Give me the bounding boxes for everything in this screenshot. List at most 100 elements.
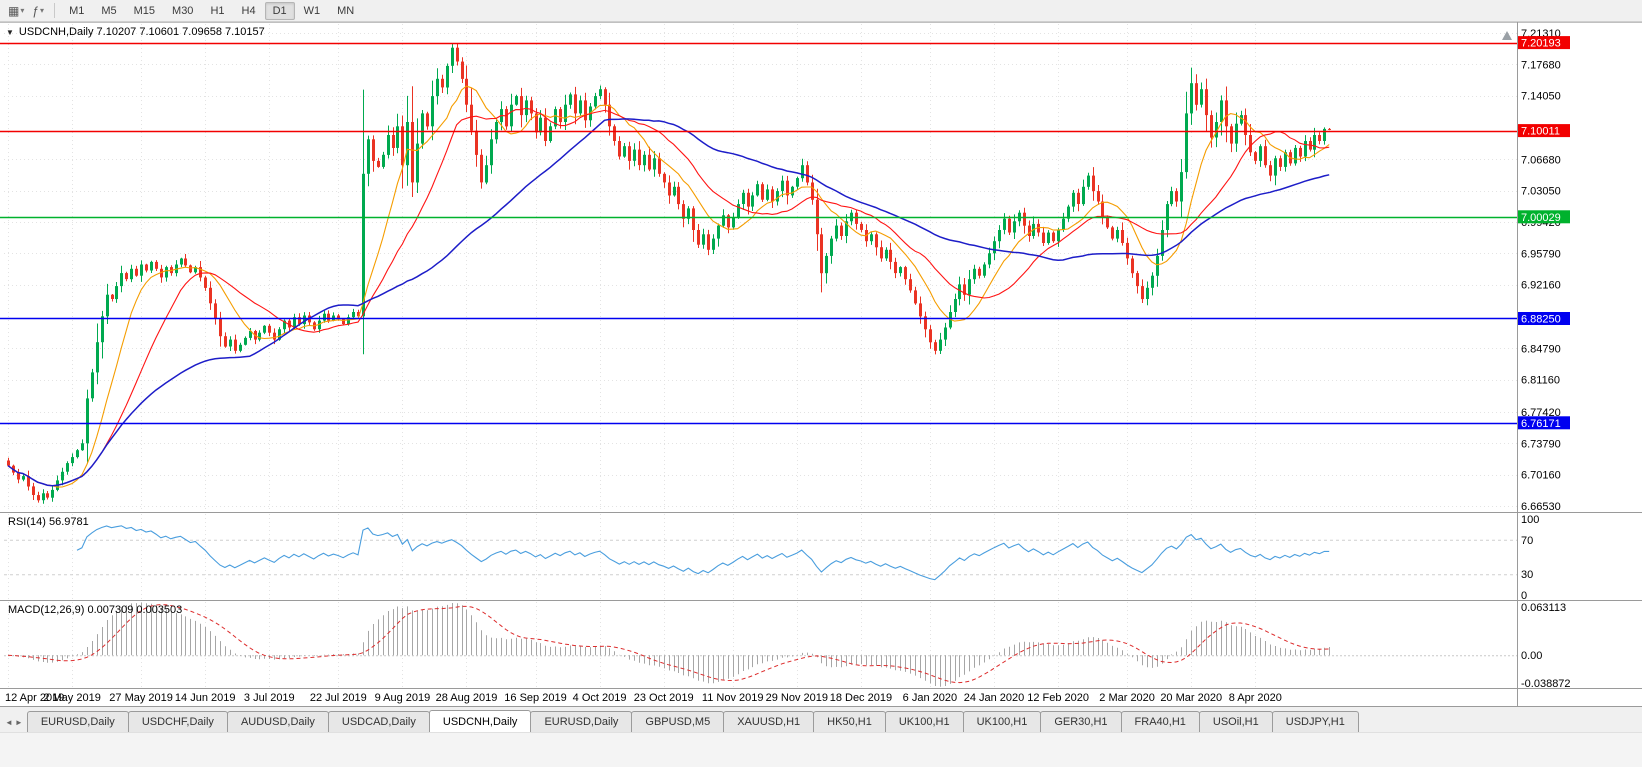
timeframe-button-mn[interactable]: MN — [337, 4, 355, 17]
date-tick-label: 23 Oct 2019 — [634, 692, 694, 704]
tab-scroll-group: ◄ ► — [5, 718, 23, 727]
date-tick-label: 24 Jan 2020 — [964, 692, 1025, 704]
chart-tab-uk100-h1[interactable]: UK100,H1 — [884, 711, 964, 732]
chart-type-icon: ▦ — [8, 3, 20, 18]
tab-scroll-left-icon[interactable]: ◄ — [5, 718, 13, 727]
hline-price-badge-label: 7.00029 — [1521, 212, 1561, 224]
price-tick-label: 6.70160 — [1521, 470, 1561, 482]
date-tick-label: 2 Mar 2020 — [1099, 692, 1155, 704]
chart-tab-fra40-h1[interactable]: FRA40,H1 — [1120, 711, 1200, 732]
timeframe-button-m30[interactable]: M30 — [172, 4, 194, 17]
macd-indicator-label: MACD(12,26,9) 0.007309 0.003503 — [8, 604, 183, 616]
chart-tab-usdjpy-h1[interactable]: USDJPY,H1 — [1271, 711, 1359, 732]
chart-tab-uk100-h1[interactable]: UK100,H1 — [962, 711, 1042, 732]
date-tick-label: 12 Feb 2020 — [1027, 692, 1089, 704]
date-tick-label: 27 May 2019 — [109, 692, 173, 704]
chart-ohlc-header: ▼ USDCNH,Daily 7.10207 7.10601 7.09658 7… — [6, 26, 265, 38]
chart-tab-eurusd-daily[interactable]: EURUSD,Daily — [530, 711, 633, 732]
macd-scale-label: 0.00 — [1521, 650, 1542, 662]
hline-price-badge — [1518, 416, 1570, 430]
hline-price-badge-label: 6.88250 — [1521, 314, 1561, 326]
chart-window: ▼ USDCNH,Daily 7.10207 7.10601 7.09658 7… — [0, 22, 1642, 706]
date-tick-label: 2 May 2019 — [43, 692, 100, 704]
chart-tab-ger30-h1[interactable]: GER30,H1 — [1040, 711, 1122, 732]
rsi-scale-label: 0 — [1521, 590, 1527, 602]
rsi-scale-label: 70 — [1521, 535, 1533, 547]
price-tick-label: 7.03050 — [1521, 186, 1561, 198]
timeframe-button-m5[interactable]: M5 — [101, 4, 117, 17]
collapse-icon[interactable]: ▼ — [6, 27, 14, 37]
price-tick-label: 6.92160 — [1521, 280, 1561, 292]
hline-price-badge — [1518, 210, 1570, 224]
macd-scale-label: 0.063113 — [1521, 602, 1566, 614]
price-tick-label: 6.81160 — [1521, 375, 1560, 387]
hline-price-badge — [1518, 312, 1570, 325]
ma-mid-line — [7, 107, 1330, 487]
date-tick-label: 9 Aug 2019 — [375, 692, 431, 704]
rsi-scale-label: 30 — [1521, 569, 1533, 581]
chart-shift-marker[interactable] — [1502, 31, 1512, 40]
timeframe-button-d1[interactable]: D1 — [264, 1, 295, 20]
chart-tabs: EURUSD,Daily USDCHF,Daily AUDUSD,Daily USDC… — [26, 710, 1359, 732]
date-tick-label: 16 Sep 2019 — [504, 692, 566, 704]
price-tick-label: 6.84790 — [1521, 343, 1561, 355]
price-tick-label: 6.77420 — [1521, 407, 1561, 419]
price-tick-label: 6.73790 — [1521, 438, 1561, 450]
chart-tab-usdchf-daily[interactable]: USDCHF,Daily — [127, 711, 228, 732]
rsi-scale-label: 100 — [1521, 514, 1539, 526]
toolbar: ▦ ▾ ƒ ▾ M1 M5 M15 M30 H1 H4 D1 W1 MN — [0, 0, 1642, 22]
chevron-down-icon: ▾ — [40, 6, 45, 15]
date-tick-label: 20 Mar 2020 — [1160, 692, 1222, 704]
timeframe-button-m1[interactable]: M1 — [69, 4, 85, 17]
rsi-line — [76, 525, 1330, 581]
ma-fast-line — [7, 85, 1330, 488]
rsi-indicator-label: RSI(14) 56.9781 — [8, 516, 89, 528]
price-tick-label: 7.14050 — [1521, 91, 1561, 103]
hline-price-badge-label: 6.76171 — [1521, 418, 1561, 430]
date-tick-label: 12 Apr 2019 — [5, 692, 64, 704]
timeframe-button-m15[interactable]: M15 — [133, 4, 156, 17]
date-tick-label: 22 Jul 2019 — [310, 692, 367, 704]
price-tick-label: 6.95790 — [1521, 248, 1561, 260]
chart-tab-hk50-h1[interactable]: HK50,H1 — [813, 711, 886, 732]
chevron-down-icon: ▾ — [20, 6, 25, 15]
status-bar — [0, 732, 1642, 767]
chart-tab-usdcad-daily[interactable]: USDCAD,Daily — [327, 711, 430, 732]
hline-price-badge-label: 7.10011 — [1521, 126, 1560, 138]
timeframe-group: M1 M5 M15 M30 H1 H4 D1 W1 MN — [61, 1, 362, 20]
chart-tab-gbpusd-m5[interactable]: GBPUSD,M5 — [631, 711, 725, 732]
date-tick-label: 6 Jan 2020 — [903, 692, 957, 704]
chart-type-button[interactable]: ▦ ▾ — [4, 3, 28, 19]
indicators-button[interactable]: ƒ ▾ — [28, 3, 48, 19]
chart-tab-xauusd-h1[interactable]: XAUUSD,H1 — [723, 711, 815, 732]
ohlc-text: USDCNH,Daily 7.10207 7.10601 7.09658 7.1… — [18, 26, 265, 38]
date-tick-label: 14 Jun 2019 — [175, 692, 236, 704]
tab-scroll-right-icon[interactable]: ► — [14, 718, 23, 727]
date-tick-label: 11 Nov 2019 — [702, 692, 764, 704]
price-chart-canvas[interactable]: 7.213107.176807.140507.066807.030506.994… — [0, 22, 1642, 706]
hline-price-badge-label: 7.20193 — [1521, 38, 1561, 50]
date-tick-label: 8 Apr 2020 — [1229, 692, 1282, 704]
indicators-icon: ƒ — [32, 3, 40, 18]
chart-tab-usoil-h1[interactable]: USOil,H1 — [1198, 711, 1273, 732]
timeframe-button-h1[interactable]: H1 — [210, 4, 225, 17]
hline-price-badge — [1518, 124, 1570, 138]
chart-tab-bar: ◄ ► EURUSD,Daily USDCHF,Daily AUDUSD,Daily… — [0, 706, 1642, 732]
chart-tab-eurusd-daily[interactable]: EURUSD,Daily — [26, 711, 129, 732]
chart-background — [0, 22, 1642, 706]
price-tick-label: 7.06680 — [1521, 154, 1561, 166]
date-tick-label: 28 Aug 2019 — [436, 692, 498, 704]
grid — [4, 24, 1517, 688]
date-tick-label: 29 Nov 2019 — [766, 692, 828, 704]
macd-histogram — [13, 602, 1330, 687]
timeframe-button-h4[interactable]: H4 — [241, 4, 256, 17]
price-tick-label: 6.66530 — [1521, 501, 1561, 513]
macd-scale-label: -0.038872 — [1521, 678, 1571, 690]
chart-tab-usdcnh-daily[interactable]: USDCNH,Daily — [428, 710, 532, 732]
timeframe-button-w1[interactable]: W1 — [303, 4, 321, 17]
hline-price-badge — [1518, 36, 1570, 50]
chart-tab-audusd-daily[interactable]: AUDUSD,Daily — [226, 711, 329, 732]
date-tick-label: 4 Oct 2019 — [573, 692, 627, 704]
date-tick-label: 18 Dec 2019 — [830, 692, 892, 704]
